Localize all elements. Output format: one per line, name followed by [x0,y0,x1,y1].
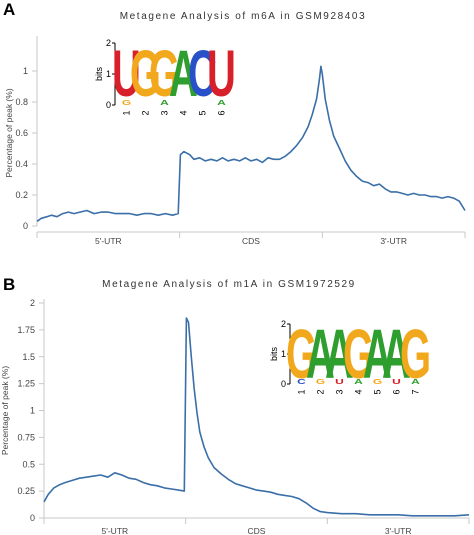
panel-a-x-region-label: 3'-UTR [380,236,407,246]
panel-b-x-region-label: 3'-UTR [385,526,412,535]
panel-b-motif-tick-label: 1 [281,349,286,359]
panel-a-y-tick-label: 0.6 [15,128,28,138]
panel-b-motif-position-label: 2 [316,389,326,394]
panel-b-motif-minor-letter: A [354,378,363,386]
panel-b-motif-minor-letter: U [392,378,401,386]
panel-b-motif-letter: G [286,315,317,394]
panel-b-motif-minor-letter: C [297,378,306,386]
panel-b-motif-tick-label: 0 [281,379,286,389]
panel-a-motif-minor-letter: A [217,99,226,107]
panel-a-motif-position-label: 3 [160,110,170,115]
panel-a-y-tick-label: 0.8 [15,97,28,107]
panel-b-y-axis-label: Percentage of peak (%) [0,366,10,455]
panel-a-x-region-label: 5'-UTR [95,236,122,246]
panel-a-y-tick-label: 0.2 [15,190,28,200]
panel-a-y-tick-label: 1 [23,66,28,76]
panel-a-motif-position-label: 2 [141,110,151,115]
panel-b-y-tick-label: 1.5 [22,352,35,362]
panel-a-motif-tick-label: 1 [106,69,111,79]
panel-b-motif-position-label: 1 [297,389,307,394]
panel-a-chart-title: Metagene Analysis of m6A in GSM928403 [120,11,367,22]
panel-b-chart-title: Metagene Analysis of m1A in GSM1972529 [102,279,356,290]
panel-b-x-region-label: 5'-UTR [102,526,129,535]
panel-b-y-tick-label: 0.25 [17,486,35,496]
panel-b-y-tick-label: 0 [30,513,35,523]
panel-a-x-region-label: CDS [242,236,260,246]
panel-a-motif-letter: G [130,37,161,111]
panel-b-motif-letter: G [343,315,374,394]
panel-b-motif-position-label: 7 [411,389,421,394]
panel-a-motif-tick-label: 0 [106,100,111,110]
panel-a-motif-letter: A [169,37,198,111]
panel-a-motif-position-label: 4 [179,110,189,115]
chart-b-m1a: Metagene Analysis of m1A in GSM1972529 0 0… [0,279,470,535]
panel-a-motif-position-label: 1 [122,110,132,115]
panel-b-motif-position-label: 5 [373,389,383,394]
chart-a-m6a: Metagene Analysis of m6A in GSM928403 0 0.… [4,11,466,246]
panel-b-motif-tick-label: 2 [281,319,286,329]
panel-b-motif-minor-letter: A [411,378,420,386]
panel-b-motif-minor-letter: G [373,378,383,386]
panel-b-motif-letter: A [325,315,354,394]
panel-b-y-tick-label: 1 [30,406,35,416]
panel-b-series-line [43,317,470,517]
panel-a-motif-minor-letter: A [160,99,169,107]
panel-b-y-tick-label: 2 [30,298,35,308]
panel-a-y-tick-label: 0 [23,221,28,231]
panel-b-motif-letter: A [382,315,411,394]
panel-b-motif-bits-label: bits [269,347,279,362]
panel-a-motif-position-label: 5 [198,110,208,115]
panel-b-motif-position-label: 6 [392,389,402,394]
panel-b-y-tick-label: 0.75 [17,432,35,442]
panel-b-motif-letter: G [400,315,431,394]
panel-b-y-tick-label: 1.25 [17,379,35,389]
panel-a-motif-letter: U [207,37,236,111]
panel-a-motif-letter: U [112,37,141,111]
panel-a-motif-letter: C [188,37,217,111]
panel-a-y-tick-label: 0.4 [15,159,28,169]
panel-a-series-line [36,65,466,222]
panel-a-motif-tick-label: 2 [106,38,111,48]
panel-b-motif-letter: A [363,315,392,394]
panel-a-motif-letter: G [149,37,180,111]
panel-b-x-region-label: CDS [248,526,266,535]
panel-b-y-tick-label: 1.75 [17,325,35,335]
panel-b-motif-letter: A [306,315,335,394]
panel-b-motif-minor-letter: U [335,378,344,386]
panel-b-y-tick-label: 0.5 [22,459,35,469]
panel-b-motif-position-label: 4 [354,389,364,394]
panel-letter-b: B [3,275,16,294]
panel-a-motif-position-label: 6 [217,110,227,115]
panel-a-motif-minor-letter: G [122,99,132,107]
panel-a-y-axis-label: Percentage of peak (%) [4,88,14,177]
panel-a-motif-bits-label: bits [94,67,104,82]
panel-letter-a: A [3,0,16,19]
panel-b-motif-minor-letter: G [316,378,326,386]
panel-b-motif-position-label: 3 [335,389,345,394]
